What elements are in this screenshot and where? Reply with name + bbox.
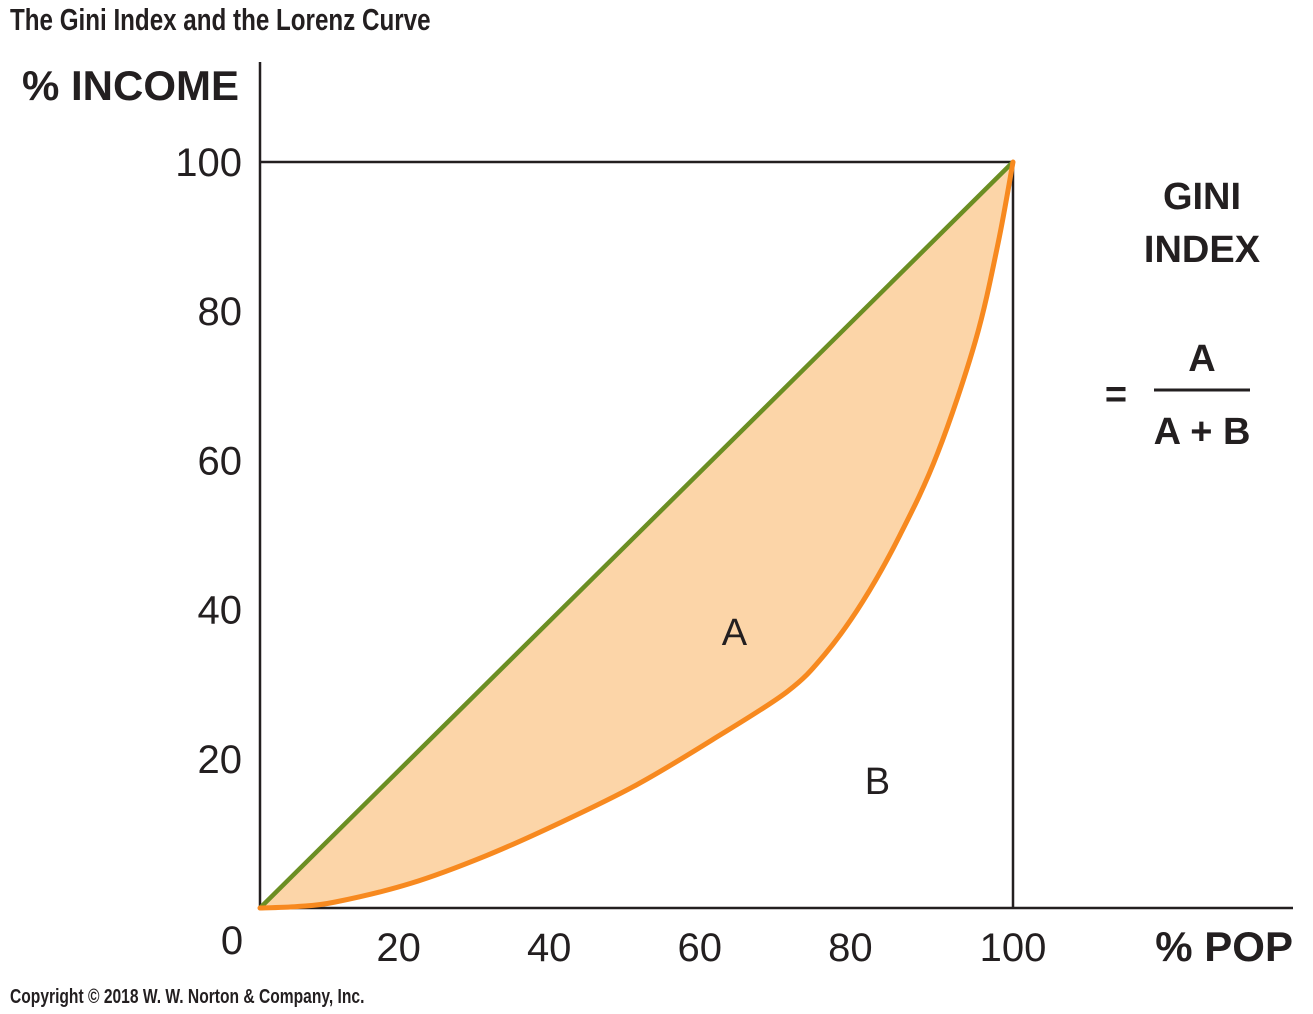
y-tick-label: 80 bbox=[198, 290, 243, 334]
y-tick-label: 100 bbox=[175, 141, 242, 185]
x-tick-label: 100 bbox=[980, 926, 1047, 970]
x-tick-label: 40 bbox=[527, 926, 572, 970]
x-tick-label: 60 bbox=[678, 926, 723, 970]
area-a-label: A bbox=[722, 612, 748, 654]
area-b-label: B bbox=[865, 761, 890, 803]
y-tick-label: 20 bbox=[198, 738, 243, 782]
tick-labels: 20 40 60 80 100 20 40 60 80 100 bbox=[175, 141, 1046, 970]
y-tick-label: 40 bbox=[198, 589, 243, 633]
y-tick-label: 60 bbox=[198, 439, 243, 483]
formula-heading-index: INDEX bbox=[1144, 229, 1261, 271]
copyright-notice: Copyright © 2018 W. W. Norton & Company,… bbox=[10, 986, 365, 1008]
formula-denominator: A + B bbox=[1154, 411, 1251, 453]
axes bbox=[258, 62, 1293, 910]
y-axis-title: % INCOME bbox=[22, 62, 239, 109]
formula-heading-gini: GINI bbox=[1163, 176, 1241, 218]
equality-line bbox=[258, 160, 1015, 910]
formula-numerator: A bbox=[1188, 338, 1215, 380]
figure-title: The Gini Index and the Lorenz Curve bbox=[10, 2, 431, 37]
x-tick-label: 80 bbox=[828, 926, 873, 970]
x-tick-label: 20 bbox=[376, 926, 421, 970]
lorenz-curve bbox=[257, 159, 1016, 911]
x-axis-title: % POP bbox=[1155, 923, 1293, 970]
origin-tick-label: 0 bbox=[221, 919, 243, 963]
formula-equals-sign: = bbox=[1105, 374, 1127, 416]
gini-formula: GINI INDEX = A A + B bbox=[1105, 176, 1261, 453]
